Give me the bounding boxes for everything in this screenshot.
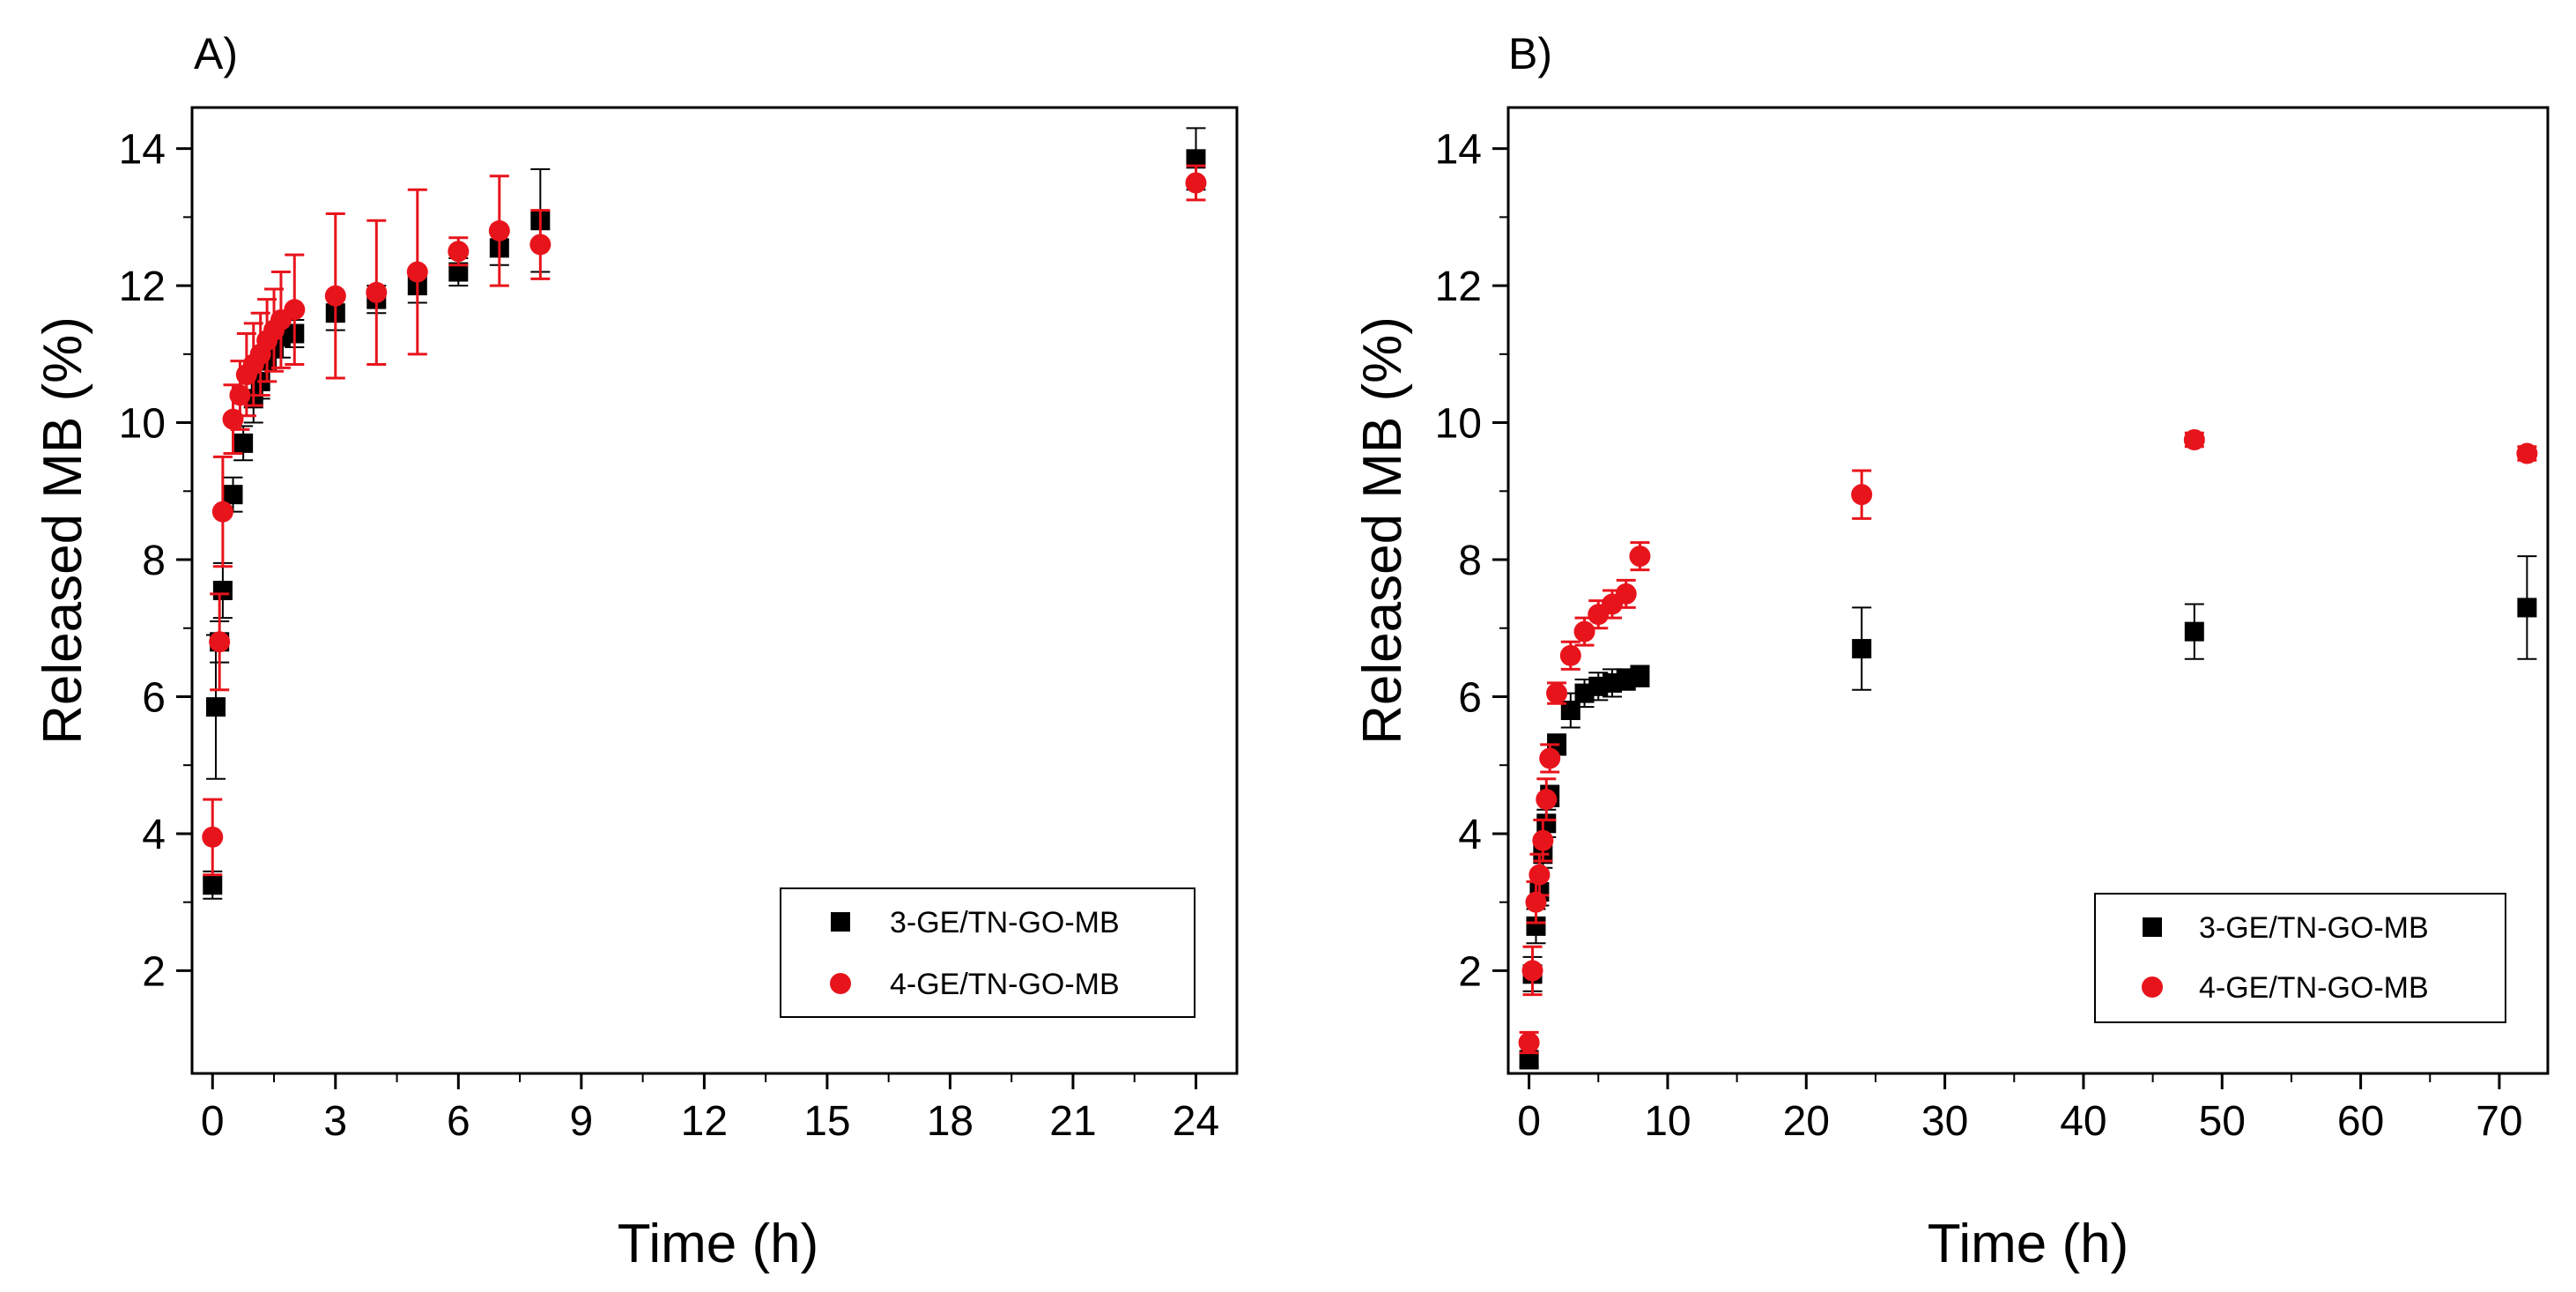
x-tick-label: 10 (1644, 1098, 1691, 1145)
x-tick-label: 21 (1049, 1098, 1096, 1145)
legend-box-b (2094, 893, 2506, 1023)
y-tick-label: 6 (142, 674, 166, 721)
data-point-series-1 (212, 581, 233, 600)
x-tick-label: 18 (927, 1098, 973, 1145)
data-point-series-2 (1559, 644, 1581, 666)
x-tick-label: 12 (681, 1098, 728, 1145)
data-point-series-2 (366, 281, 388, 303)
y-tick-label: 14 (1435, 127, 1482, 174)
legend-marker-circle-b (2142, 976, 2163, 998)
x-tick-label: 40 (2060, 1098, 2106, 1145)
chart-panel-a: A) Released MB (%) Time (h) 0 3 6 9 12 15 18 21… (33, 29, 1239, 1274)
y-tick-label: 10 (1435, 401, 1482, 448)
data-point-series-2 (1615, 583, 1637, 605)
y-tick-label: 4 (1458, 812, 1482, 858)
data-point-series-1 (2184, 621, 2204, 642)
x-tick-label: 20 (1783, 1098, 1830, 1145)
data-point-series-1 (1852, 639, 1872, 659)
data-point-series-1 (448, 262, 469, 282)
data-point-series-1 (205, 697, 226, 717)
plot-area-b: 0 10 20 30 40 50 60 70 2 4 6 8 10 12 14 (1435, 106, 2550, 1145)
x-axis-title-b: Time (h) (1928, 1214, 2128, 1274)
x-tick-label: 30 (1921, 1098, 1968, 1145)
y-tick-label: 2 (142, 948, 166, 995)
data-point-series-2 (1521, 960, 1543, 982)
data-point-series-2 (1536, 789, 1558, 811)
data-point-series-2 (529, 234, 551, 256)
data-point-series-2 (1532, 829, 1554, 851)
axes-frame-b (1506, 106, 2550, 1075)
data-point-series-2 (1851, 484, 1873, 506)
x-tick-label: 9 (569, 1098, 593, 1145)
y-tick-label: 8 (142, 538, 166, 584)
data-point-series-1 (2517, 598, 2537, 618)
y-axis-title-b: Released MB (%) (1352, 316, 1413, 745)
legend-marker-square-a (831, 912, 850, 932)
legend-label-series-1-b: 3-GE/TN-GO-MB (2199, 911, 2429, 945)
data-point-series-1 (1526, 916, 1546, 936)
data-point-series-1 (1186, 149, 1206, 169)
data-point-series-1 (233, 433, 254, 453)
legend-marker-square-b (2143, 917, 2162, 937)
y-tick-label: 2 (1458, 948, 1482, 995)
axes-frame-a (190, 106, 1239, 1075)
data-point-series-2 (1518, 1032, 1540, 1054)
x-tick-label: 70 (2476, 1098, 2522, 1145)
data-point-series-2 (1546, 682, 1568, 704)
legend-b: 3-GE/TN-GO-MB 4-GE/TN-GO-MB (2094, 893, 2506, 1023)
data-point-series-2 (1185, 172, 1207, 194)
data-point-series-2 (2516, 442, 2538, 464)
data-point-series-2 (284, 299, 306, 321)
x-tick-label: 60 (2337, 1098, 2384, 1145)
data-point-series-1 (203, 875, 223, 895)
x-axis-title-a: Time (h) (618, 1214, 818, 1274)
legend-label-series-2-b: 4-GE/TN-GO-MB (2199, 971, 2429, 1005)
legend-label-series-1-a: 3-GE/TN-GO-MB (890, 906, 1120, 939)
data-point-series-2 (209, 631, 231, 653)
legend-marker-circle-a (830, 973, 851, 994)
x-tick-label: 50 (2199, 1098, 2246, 1145)
data-point-series-2 (1525, 891, 1547, 913)
data-point-series-2 (1629, 546, 1651, 568)
data-point-series-1 (1560, 701, 1580, 721)
data-point-series-1 (1536, 813, 1557, 834)
panel-label-b: B) (1508, 29, 1552, 78)
legend-a: 3-GE/TN-GO-MB 4-GE/TN-GO-MB (780, 887, 1195, 1018)
y-axis-title-a: Released MB (%) (33, 316, 93, 745)
data-point-series-1 (1519, 1050, 1539, 1070)
data-point-series-2 (1539, 747, 1561, 769)
x-tick-label: 15 (803, 1098, 850, 1145)
y-tick-label: 4 (142, 812, 166, 858)
x-tick-label: 3 (323, 1098, 347, 1145)
data-point-series-2 (202, 826, 224, 848)
y-tick-label: 6 (1458, 674, 1482, 721)
data-point-series-2 (222, 408, 244, 430)
y-tick-label: 12 (1435, 264, 1482, 310)
y-tick-label: 14 (119, 127, 166, 174)
data-point-series-1 (1630, 666, 1650, 687)
x-tick-label: 0 (1517, 1098, 1541, 1145)
x-tick-label: 6 (447, 1098, 470, 1145)
x-tick-label: 24 (1173, 1098, 1219, 1145)
data-point-series-1 (223, 485, 243, 505)
x-tick-label: 0 (201, 1098, 225, 1145)
chart-panel-b: B) Released MB (%) Time (h) 0 10 20 30 40 50 6… (1352, 29, 2550, 1274)
y-tick-label: 10 (119, 401, 166, 448)
data-point-series-2 (211, 501, 233, 523)
data-point-series-2 (324, 285, 346, 307)
legend-box-a (780, 887, 1195, 1018)
data-point-series-2 (1573, 620, 1595, 642)
y-tick-label: 8 (1458, 538, 1482, 584)
data-point-series-2 (2183, 428, 2205, 450)
data-point-series-2 (406, 261, 428, 283)
panel-label-a: A) (194, 29, 238, 78)
data-point-series-2 (1529, 864, 1551, 886)
data-point-series-2 (488, 219, 510, 241)
y-tick-label: 12 (119, 264, 166, 310)
legend-label-series-2-a: 4-GE/TN-GO-MB (890, 968, 1120, 1001)
data-point-series-2 (448, 241, 470, 263)
